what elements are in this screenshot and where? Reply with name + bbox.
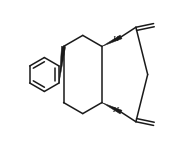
- Polygon shape: [102, 103, 122, 114]
- Polygon shape: [102, 35, 122, 46]
- Polygon shape: [59, 46, 66, 83]
- Text: H: H: [112, 35, 118, 43]
- Text: H: H: [112, 106, 118, 114]
